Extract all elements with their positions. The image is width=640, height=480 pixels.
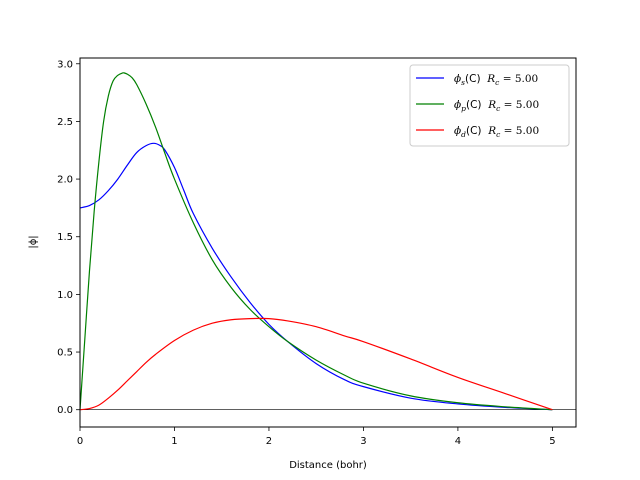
x-tick-label: 3 xyxy=(360,436,366,447)
y-tick-label: 0.0 xyxy=(57,405,73,416)
plot-frame xyxy=(79,57,577,428)
y-tick-label: 2.0 xyxy=(57,175,73,186)
x-axis-label: Distance (bohr) xyxy=(289,460,367,471)
legend-box xyxy=(409,64,570,147)
x-tick-label: 5 xyxy=(549,436,555,447)
x-tick-label: 4 xyxy=(455,436,461,447)
y-tick-label: 1.0 xyxy=(57,290,73,301)
x-tick-label: 2 xyxy=(266,436,272,447)
y-tick-label: 3.0 xyxy=(57,59,73,70)
x-tick-label: 1 xyxy=(171,436,177,447)
legend-entry-d: ϕd(C) Rc = 5.00 xyxy=(454,125,539,139)
plot-layer xyxy=(79,72,576,411)
ticks-layer: 0 1 2 3 4 5 0.0 0.5 1.0 1.5 2.0 2.5 3.0 xyxy=(57,59,555,447)
legend-entry-s: ϕs(C) Rc = 5.00 xyxy=(454,73,538,87)
y-tick-label: 2.5 xyxy=(57,117,73,128)
legend: ϕs(C) Rc = 5.00 ϕp(C) Rc = 5.00 ϕd(C) Rc =… xyxy=(409,64,570,147)
y-axis-label: |ϕ| xyxy=(28,235,39,248)
legend-entry-p: ϕp(C) Rc = 5.00 xyxy=(454,99,539,113)
x-tick-label: 0 xyxy=(77,436,83,447)
y-tick-label: 0.5 xyxy=(57,348,73,359)
series-line-p xyxy=(79,72,553,411)
series-line-s xyxy=(79,142,553,411)
series-line-d xyxy=(79,317,553,411)
y-tick-label: 1.5 xyxy=(57,232,73,243)
